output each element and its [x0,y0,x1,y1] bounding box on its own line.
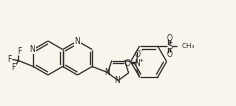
Text: O: O [167,33,173,43]
Text: O: O [125,59,131,68]
Text: F: F [17,47,21,56]
Text: N: N [75,38,80,47]
Text: +: + [138,58,143,63]
Text: O: O [167,50,173,59]
Text: O: O [135,50,141,59]
Text: ⁻: ⁻ [140,49,143,55]
Text: N: N [30,45,35,54]
Text: F: F [11,63,16,72]
Text: CH₃: CH₃ [182,43,195,49]
Text: N: N [114,76,120,85]
Text: N: N [104,68,110,77]
Text: N: N [134,59,139,68]
Text: F: F [7,55,12,64]
Text: S: S [167,42,172,51]
